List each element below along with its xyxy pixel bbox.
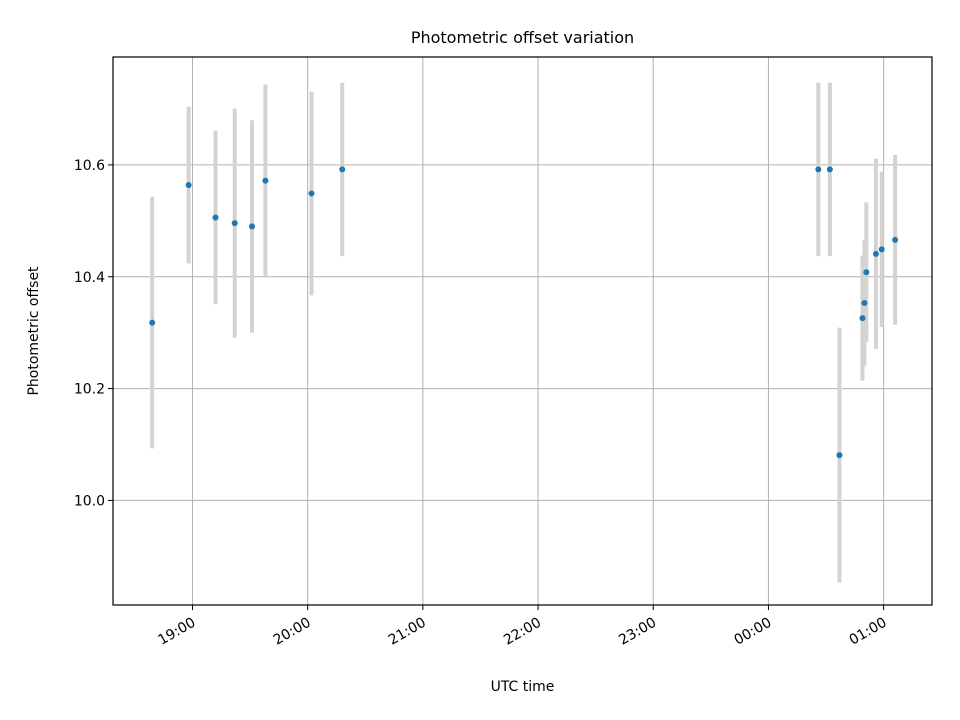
y-axis: 10.0 10.2 10.4 10.6 bbox=[74, 158, 113, 509]
data-point bbox=[859, 315, 866, 322]
data-point bbox=[861, 300, 868, 307]
data-point bbox=[815, 166, 822, 173]
data-point bbox=[231, 220, 238, 227]
data-point bbox=[212, 214, 219, 221]
data-points bbox=[149, 166, 899, 459]
plot-frame bbox=[112, 56, 933, 606]
y-tick-label: 10.4 bbox=[74, 270, 105, 286]
y-tick-label: 10.0 bbox=[74, 493, 105, 509]
data-point bbox=[878, 246, 885, 253]
data-point bbox=[836, 452, 843, 459]
data-point bbox=[185, 182, 192, 189]
y-tick-label: 10.6 bbox=[74, 158, 105, 174]
x-axis-label: UTC time bbox=[491, 679, 555, 695]
y-axis-label: Photometric offset bbox=[26, 266, 42, 396]
grid bbox=[113, 57, 932, 605]
data-point bbox=[892, 236, 899, 243]
y-tick-label: 10.2 bbox=[74, 382, 105, 398]
data-point bbox=[863, 269, 870, 276]
data-point bbox=[872, 250, 879, 257]
data-point bbox=[248, 223, 255, 230]
data-point bbox=[308, 190, 315, 197]
data-point bbox=[262, 177, 269, 184]
chart-title: Photometric offset variation bbox=[411, 28, 634, 47]
data-point bbox=[826, 166, 833, 173]
data-point bbox=[339, 166, 346, 173]
data-point bbox=[149, 319, 156, 326]
